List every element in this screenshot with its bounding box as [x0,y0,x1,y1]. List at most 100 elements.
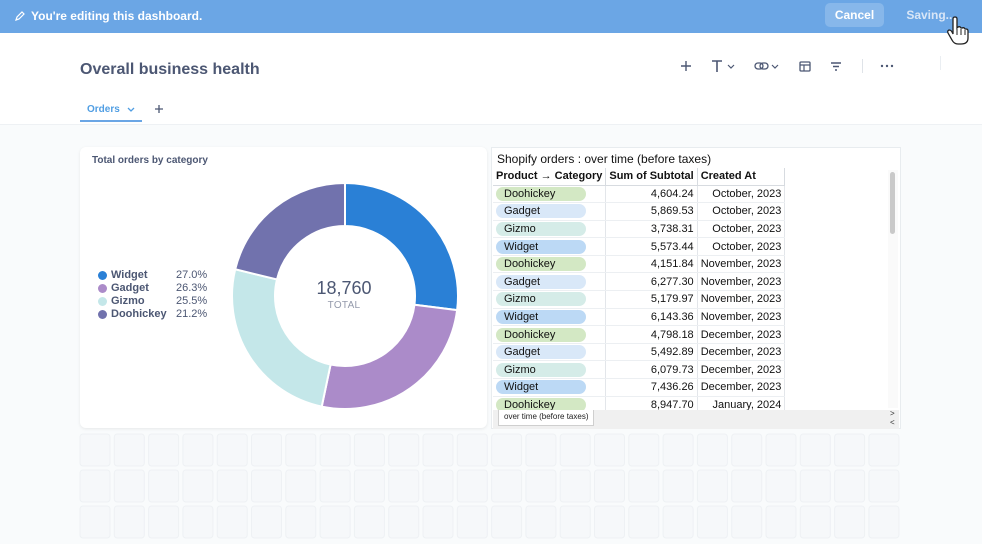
cell-created-at[interactable]: October, 2023 [697,202,786,221]
column-header-category[interactable]: Product → Category [493,168,607,186]
grid-cell [491,433,523,467]
vertical-scrollbar[interactable] [888,170,898,408]
grid-cell [216,433,248,467]
category-pill: Widget [496,380,586,395]
cell-category[interactable]: Gadget [493,343,607,362]
cell-subtotal[interactable]: 4,604.24 [605,185,698,204]
grid-cell [285,433,317,467]
cell-subtotal[interactable]: 5,573.44 [605,237,698,256]
legend-item-widget[interactable]: Widget 27.0% [98,269,210,282]
cell-category[interactable]: Gizmo [493,360,607,380]
column-header-subtotal[interactable]: Sum of Subtotal [605,168,698,186]
cell-subtotal[interactable]: 5,869.53 [605,202,698,221]
legend-percent: 27.0% [176,269,208,281]
add-tab-icon[interactable] [152,102,166,116]
cell-category[interactable]: Widget [493,308,607,327]
scroll-left-arrow[interactable]: < [890,418,895,427]
legend-item-gadget[interactable]: Gadget 26.3% [98,282,210,295]
cell-created-at[interactable]: December, 2023 [697,325,786,344]
chart-legend: Widget 27.0% Gadget 26.3% Gizmo 25.5% Do… [98,269,210,321]
cell-subtotal[interactable]: 3,738.31 [605,220,698,239]
cell-created-at[interactable]: October, 2023 [697,220,786,239]
add-question-button[interactable] [679,57,693,75]
table-row: Gadget 5,492.89 December, 2023 [493,343,786,362]
cell-subtotal[interactable]: 7,436.26 [605,378,698,397]
sheet-tab-bar: over time (before taxes) > < [493,409,899,429]
sheet-tab[interactable]: over time (before taxes) [498,410,595,426]
scrollbar-thumb[interactable] [890,172,895,234]
donut-chart-card[interactable]: Total orders by category Widget 27.0% Ga… [80,147,487,428]
dashboard-title[interactable]: Overall business health [80,61,260,78]
add-text-button[interactable] [710,57,738,75]
add-link-button[interactable] [754,57,782,75]
table-row: Doohickey 4,151.84 November, 2023 [493,255,786,274]
grid-cell [525,433,557,467]
add-section-button[interactable] [798,57,812,75]
cell-created-at[interactable]: November, 2023 [697,272,786,292]
save-button[interactable]: Saving... [896,3,966,27]
grid-cell [148,505,180,539]
cell-subtotal[interactable]: 8,947.70 [605,396,698,415]
add-filter-button[interactable] [829,57,843,75]
more-options-button[interactable] [879,57,895,75]
cell-subtotal[interactable]: 6,143.36 [605,308,698,327]
cell-subtotal[interactable]: 6,277.30 [605,272,698,292]
cancel-button[interactable]: Cancel [825,3,884,27]
donut-chart[interactable] [230,181,460,411]
chevron-down-icon[interactable] [126,106,136,114]
legend-item-gizmo[interactable]: Gizmo 25.5% [98,295,210,308]
grid-cell [251,505,282,539]
grid-cell [696,505,728,539]
column-header-created-at[interactable]: Created At [697,168,786,186]
donut-card-title[interactable]: Total orders by category [92,155,208,166]
donut-slice-gadget[interactable] [320,303,459,410]
scroll-right-arrow[interactable]: > [890,409,895,418]
grid-cell [388,505,420,539]
cell-category[interactable]: Doohickey [493,325,607,344]
cell-created-at[interactable]: December, 2023 [697,378,786,397]
cell-category[interactable]: Widget [493,378,607,397]
tab-orders-label: Orders [87,104,120,115]
grid-cell [182,469,214,503]
cell-created-at[interactable]: November, 2023 [697,308,786,327]
cell-subtotal[interactable]: 6,079.73 [605,360,698,380]
cell-subtotal[interactable]: 4,151.84 [605,255,698,274]
table-row: Widget 6,143.36 November, 2023 [493,308,786,327]
cell-category[interactable]: Gadget [493,272,607,292]
cell-created-at[interactable]: October, 2023 [697,237,786,256]
cell-subtotal[interactable]: 5,492.89 [605,343,698,362]
cell-created-at[interactable]: December, 2023 [697,343,786,362]
cell-category[interactable]: Gadget [493,202,607,221]
cell-created-at[interactable]: October, 2023 [697,185,786,204]
cell-category[interactable]: Doohickey [493,255,607,274]
cell-category[interactable]: Gizmo [493,290,607,309]
cell-category[interactable]: Doohickey [493,185,607,204]
tab-orders[interactable]: Orders [80,100,142,122]
edit-banner-message: You're editing this dashboard. [31,9,203,23]
more-icon [880,64,894,68]
cell-category[interactable]: Gizmo [493,220,607,239]
grid-cell [731,505,763,539]
text-icon [712,60,735,72]
cell-created-at[interactable]: November, 2023 [697,255,786,274]
table-row: Gizmo 5,179.97 November, 2023 [493,290,786,309]
cell-subtotal[interactable]: 5,179.97 [605,290,698,309]
grid-cell [319,505,351,539]
cell-category[interactable]: Widget [493,237,607,256]
cell-created-at[interactable]: November, 2023 [697,290,786,309]
grid-cell [559,433,591,467]
category-pill: Gadget [496,274,586,289]
cell-subtotal[interactable]: 4,798.18 [605,325,698,344]
filter-icon [831,61,841,71]
cell-created-at[interactable]: December, 2023 [697,360,786,380]
legend-item-doohickey[interactable]: Doohickey 21.2% [98,308,210,321]
donut-slice-doohickey[interactable] [233,181,346,281]
table-card[interactable]: Shopify orders : over time (before taxes… [491,147,901,429]
grid-cell [79,433,111,467]
grid-cell [491,469,523,503]
hand-cursor-icon [947,16,969,45]
cell-category[interactable]: Doohickey [493,396,607,415]
table-card-title[interactable]: Shopify orders : over time (before taxes… [497,152,712,166]
table-row: Doohickey 4,604.24 October, 2023 [493,185,786,204]
grid-cell [868,469,900,503]
